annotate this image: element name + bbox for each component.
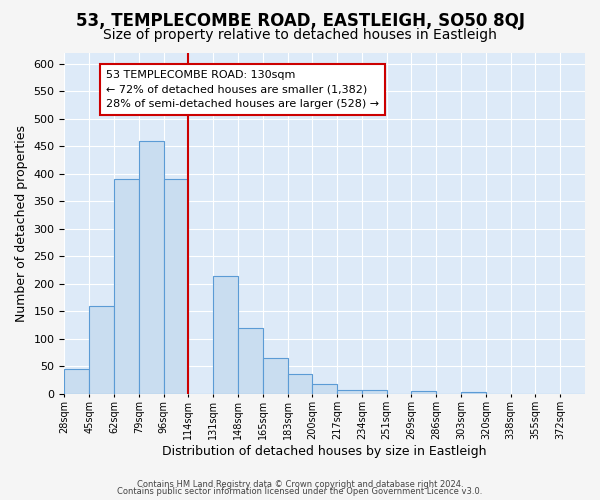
Bar xyxy=(412,392,436,394)
Bar xyxy=(263,358,287,394)
Y-axis label: Number of detached properties: Number of detached properties xyxy=(15,125,28,322)
Bar xyxy=(114,179,139,394)
Text: Contains HM Land Registry data © Crown copyright and database right 2024.: Contains HM Land Registry data © Crown c… xyxy=(137,480,463,489)
Bar xyxy=(337,390,362,394)
Text: Size of property relative to detached houses in Eastleigh: Size of property relative to detached ho… xyxy=(103,28,497,42)
Bar xyxy=(362,390,386,394)
Bar xyxy=(461,392,486,394)
Text: Contains public sector information licensed under the Open Government Licence v3: Contains public sector information licen… xyxy=(118,487,482,496)
Text: 53 TEMPLECOMBE ROAD: 130sqm
← 72% of detached houses are smaller (1,382)
28% of : 53 TEMPLECOMBE ROAD: 130sqm ← 72% of det… xyxy=(106,70,379,109)
Text: 53, TEMPLECOMBE ROAD, EASTLEIGH, SO50 8QJ: 53, TEMPLECOMBE ROAD, EASTLEIGH, SO50 8Q… xyxy=(76,12,524,30)
Bar xyxy=(287,374,313,394)
X-axis label: Distribution of detached houses by size in Eastleigh: Distribution of detached houses by size … xyxy=(163,444,487,458)
Bar xyxy=(139,140,164,394)
Bar xyxy=(64,369,89,394)
Bar xyxy=(238,328,263,394)
Bar xyxy=(164,179,188,394)
Bar xyxy=(213,276,238,394)
Bar xyxy=(89,306,114,394)
Bar xyxy=(313,384,337,394)
